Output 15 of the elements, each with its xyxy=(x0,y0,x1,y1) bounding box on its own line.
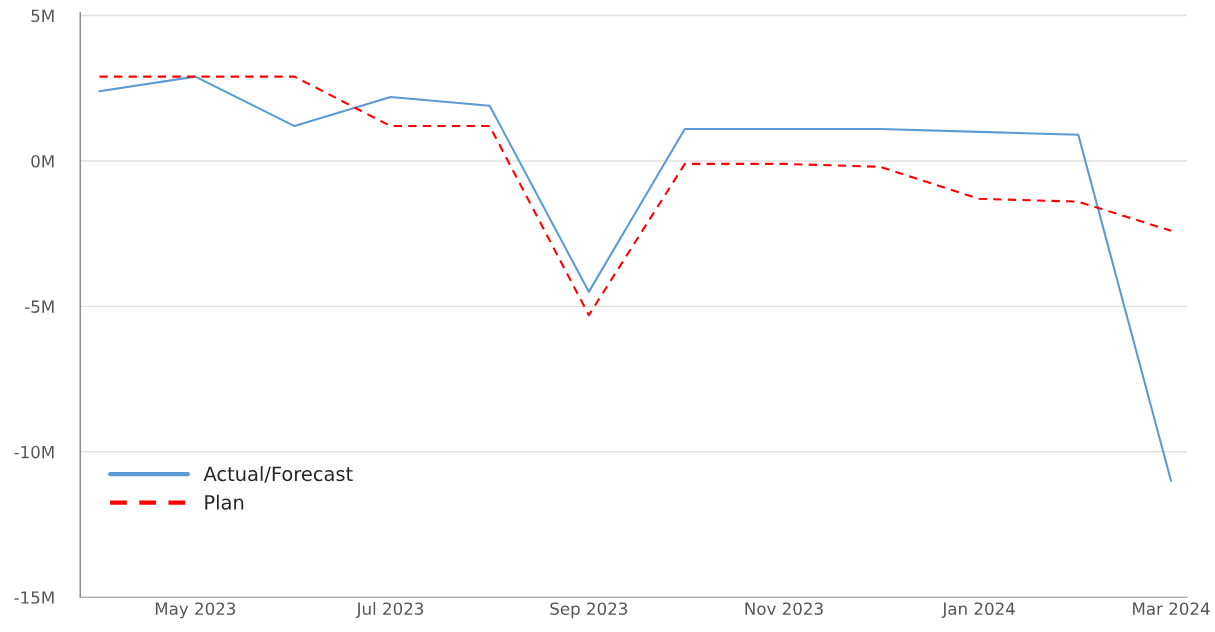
y-tick-label: -15M xyxy=(14,591,54,604)
y-tick-label: 5M xyxy=(31,9,54,23)
x-tick-label: Sep 2023 xyxy=(550,602,628,619)
legend-label: Actual/Forecast xyxy=(203,466,353,483)
y-tick-label: -5M xyxy=(25,300,54,313)
x-tick-label: Mar 2024 xyxy=(1133,602,1210,615)
x-tick-label: Jan 2024 xyxy=(941,602,1015,619)
x-tick-label: Jul 2023 xyxy=(355,602,424,619)
x-tick-label: May 2023 xyxy=(155,602,236,619)
y-tick-label: 0M xyxy=(31,154,54,168)
line-series xyxy=(98,75,1173,317)
x-tick-label: Nov 2023 xyxy=(745,602,823,615)
legend-label: Plan xyxy=(205,494,244,510)
y-tick-label: -10M xyxy=(14,445,54,459)
line-series xyxy=(98,75,1173,482)
